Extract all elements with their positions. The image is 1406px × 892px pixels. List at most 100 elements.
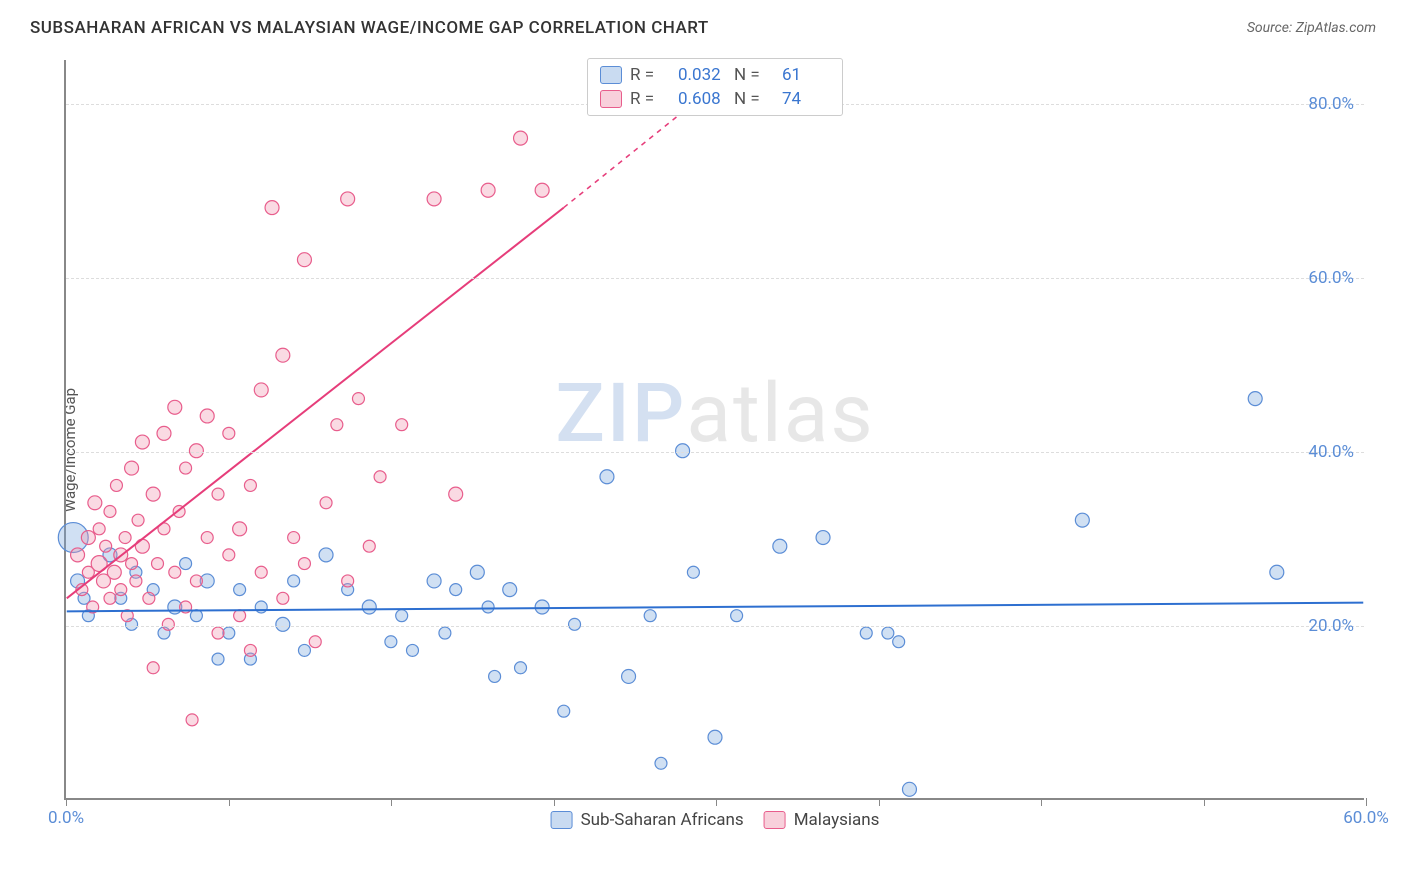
data-point [190,575,202,587]
x-tick [554,798,555,806]
data-point [450,584,462,596]
data-point [676,444,690,458]
data-point [104,505,116,517]
data-point [104,592,116,604]
data-point [119,532,131,544]
data-point [288,575,300,587]
data-point [212,653,224,665]
data-point [180,558,192,570]
data-point [773,539,787,553]
chart-header: SUBSAHARAN AFRICAN VS MALAYSIAN WAGE/INC… [0,0,1406,48]
gridline [66,626,1364,627]
x-tick-label: 0.0% [48,808,84,828]
data-point [223,549,235,561]
data-point [439,627,451,639]
data-point [276,348,290,362]
data-point [1248,392,1262,406]
x-tick [1366,798,1367,806]
data-point [644,610,656,622]
trend-line [67,208,564,599]
data-point [352,393,364,405]
chart-title: SUBSAHARAN AFRICAN VS MALAYSIAN WAGE/INC… [30,18,709,38]
x-tick [879,798,880,806]
data-point [385,636,397,648]
gridline [66,278,1364,279]
data-point [481,183,495,197]
data-point [107,565,121,579]
data-point [100,540,112,552]
data-point [255,566,267,578]
data-point [407,644,419,656]
data-point [503,583,517,597]
data-point [233,522,247,536]
data-point [363,540,375,552]
data-point [255,601,267,613]
data-point [234,610,246,622]
data-point [470,565,484,579]
data-point [189,444,203,458]
data-point [427,192,441,206]
data-point [449,487,463,501]
data-point [362,600,376,614]
data-point [1075,513,1089,527]
data-point [223,427,235,439]
data-point [169,566,181,578]
data-point [244,644,256,656]
legend-item-pink: Malaysians [764,810,880,830]
data-point [297,253,311,267]
data-point [277,592,289,604]
data-point [126,558,138,570]
data-point [93,523,105,535]
data-point [135,435,149,449]
data-point [342,575,354,587]
data-point [234,584,246,596]
data-point [515,662,527,674]
x-tick [66,798,67,806]
data-point [110,479,122,491]
legend-row-blue: R = 0.032 N = 61 [600,63,830,87]
data-point [708,730,722,744]
x-tick [1041,798,1042,806]
data-point [482,601,494,613]
data-point [309,636,321,648]
data-point [157,426,171,440]
data-point [244,479,256,491]
data-point [88,496,102,510]
data-point [81,531,95,545]
x-tick [391,798,392,806]
data-point [162,618,174,630]
data-point [319,548,333,562]
scatter-plot [66,60,1364,798]
data-point [298,644,310,656]
correlation-legend: R = 0.032 N = 61 R = 0.608 N = 74 [587,58,843,116]
data-point [535,183,549,197]
data-point [514,131,528,145]
data-point [427,574,441,588]
data-point [558,705,570,717]
data-point [186,714,198,726]
data-point [600,470,614,484]
data-point [146,487,160,501]
legend-item-blue: Sub-Saharan Africans [551,810,744,830]
data-point [254,383,268,397]
data-point [200,409,214,423]
data-point [569,618,581,630]
data-point [132,514,144,526]
legend-swatch-pink-bottom [764,811,786,829]
data-point [489,670,501,682]
y-tick-label: 40.0% [1308,442,1354,462]
plot-area: ZIPatlas R = 0.032 N = 61 R = 0.608 N = … [64,60,1364,800]
series-legend: Sub-Saharan Africans Malaysians [551,810,880,830]
data-point [860,627,872,639]
data-point [201,532,213,544]
data-point [147,662,159,674]
legend-swatch-pink [600,90,622,108]
data-point [276,617,290,631]
data-point [115,584,127,596]
data-point [882,627,894,639]
y-tick-label: 60.0% [1308,268,1354,288]
data-point [265,201,279,215]
x-tick-label: 60.0% [1343,808,1389,828]
data-point [341,192,355,206]
data-point [135,539,149,553]
